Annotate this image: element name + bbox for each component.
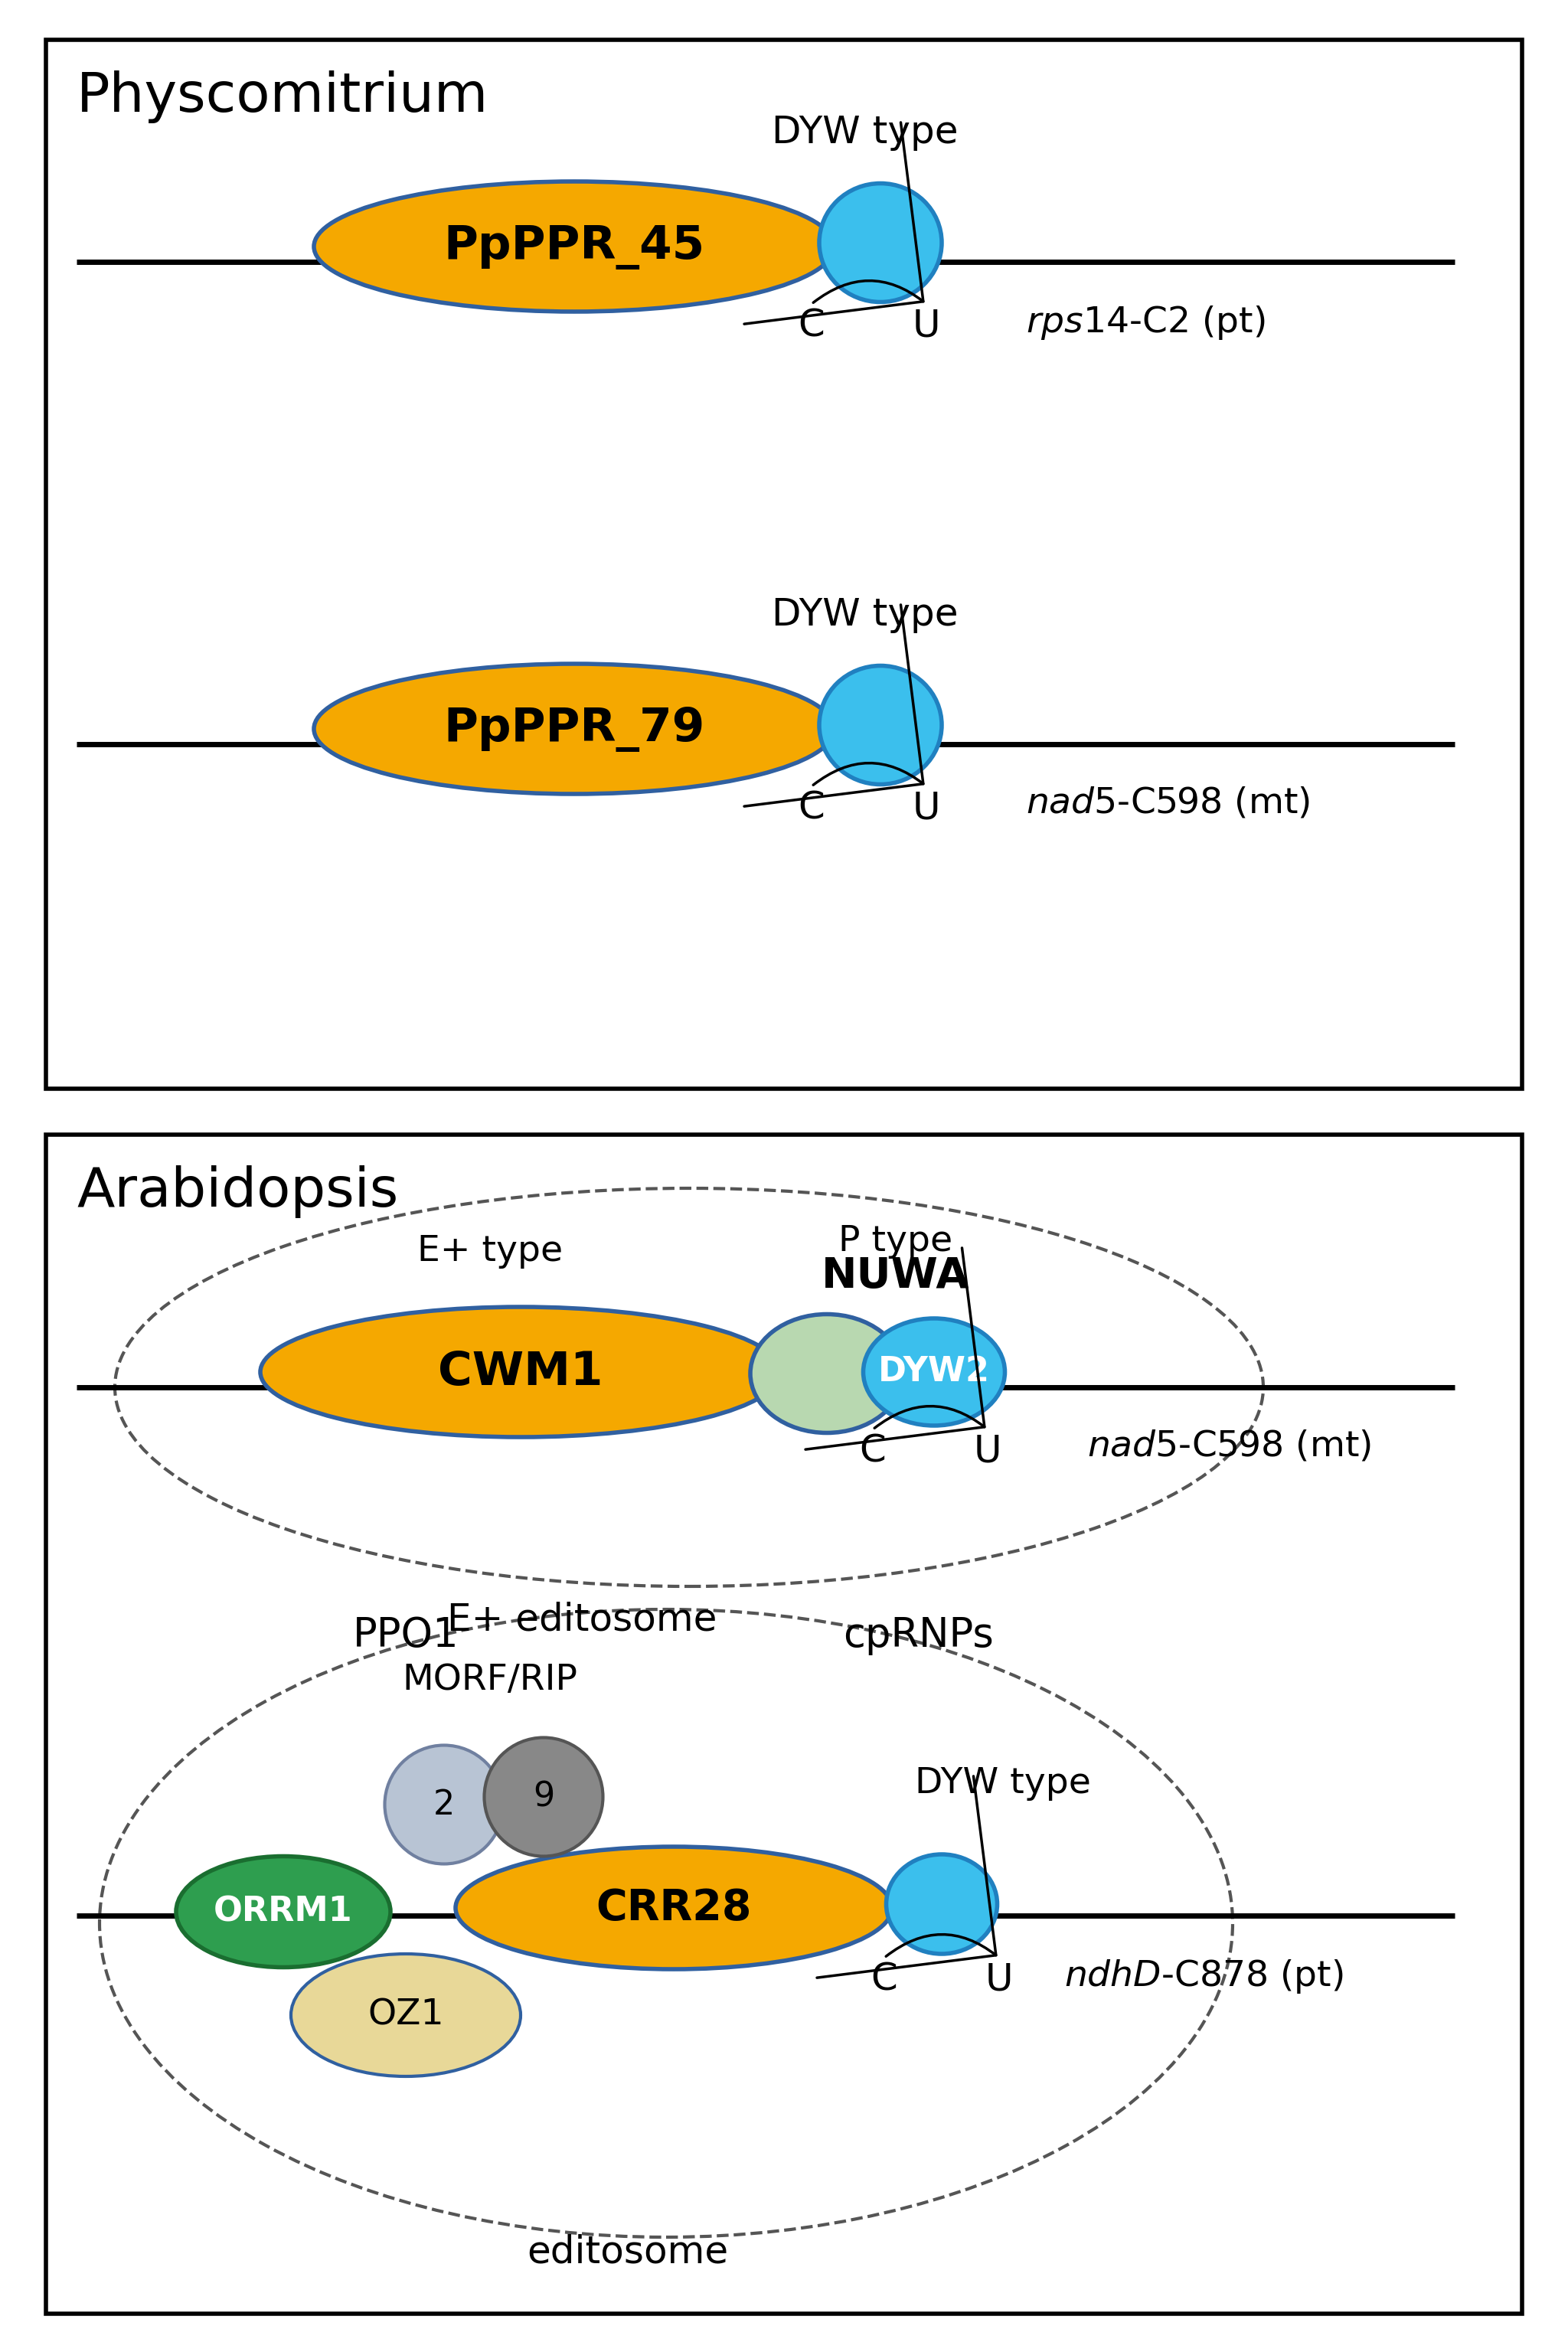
Ellipse shape bbox=[384, 1745, 503, 1863]
Ellipse shape bbox=[456, 1846, 892, 1969]
Text: DYW2: DYW2 bbox=[878, 1355, 989, 1388]
Text: P type: P type bbox=[839, 1225, 953, 1258]
Text: C: C bbox=[798, 308, 825, 343]
Text: PpPPR_79: PpPPR_79 bbox=[444, 706, 706, 750]
Bar bbox=[45, 40, 1523, 1089]
Ellipse shape bbox=[818, 183, 942, 301]
Bar bbox=[45, 1134, 1523, 2314]
Text: 2: 2 bbox=[433, 1788, 455, 1820]
Text: C: C bbox=[798, 790, 825, 828]
Ellipse shape bbox=[485, 1738, 604, 1856]
Ellipse shape bbox=[260, 1308, 781, 1437]
Text: DYW type: DYW type bbox=[916, 1766, 1091, 1802]
Text: U: U bbox=[974, 1432, 1002, 1470]
Text: U: U bbox=[913, 308, 941, 343]
Text: editosome: editosome bbox=[527, 2234, 729, 2270]
Ellipse shape bbox=[314, 663, 834, 795]
Text: $\it{ndhD}$-C878 (pt): $\it{ndhD}$-C878 (pt) bbox=[1065, 1957, 1344, 1994]
Ellipse shape bbox=[818, 666, 942, 783]
Ellipse shape bbox=[864, 1319, 1005, 1425]
Text: PpPPR_45: PpPPR_45 bbox=[444, 223, 704, 268]
Text: $\it{rps14}$-C2 (pt): $\it{rps14}$-C2 (pt) bbox=[1025, 303, 1265, 341]
Text: MORF/RIP: MORF/RIP bbox=[403, 1663, 577, 1698]
Text: cpRNPs: cpRNPs bbox=[844, 1616, 994, 1656]
Ellipse shape bbox=[176, 1856, 390, 1966]
Text: U: U bbox=[985, 1962, 1013, 1999]
Text: CWM1: CWM1 bbox=[437, 1350, 604, 1395]
Text: E+ type: E+ type bbox=[417, 1235, 563, 1268]
Text: NUWA: NUWA bbox=[822, 1256, 969, 1296]
Text: DYW type: DYW type bbox=[771, 115, 958, 151]
Text: DYW type: DYW type bbox=[771, 597, 958, 633]
Text: PPO1: PPO1 bbox=[353, 1616, 459, 1656]
Text: 9: 9 bbox=[533, 1780, 555, 1813]
Ellipse shape bbox=[886, 1853, 997, 1955]
Text: $\it{nad5}$-C598 (mt): $\it{nad5}$-C598 (mt) bbox=[1087, 1430, 1370, 1463]
Text: U: U bbox=[913, 790, 941, 828]
Text: C: C bbox=[870, 1962, 897, 1999]
Text: ORRM1: ORRM1 bbox=[213, 1896, 353, 1929]
Ellipse shape bbox=[751, 1315, 903, 1432]
Text: Arabidopsis: Arabidopsis bbox=[77, 1164, 398, 1218]
Text: CRR28: CRR28 bbox=[596, 1886, 751, 1929]
Text: OZ1: OZ1 bbox=[367, 1997, 444, 2032]
Ellipse shape bbox=[314, 181, 834, 310]
Text: $\it{nad5}$-C598 (mt): $\it{nad5}$-C598 (mt) bbox=[1025, 786, 1309, 821]
Text: E+ editosome: E+ editosome bbox=[447, 1602, 717, 1639]
Text: Physcomitrium: Physcomitrium bbox=[77, 71, 489, 122]
Ellipse shape bbox=[292, 1955, 521, 2077]
Text: C: C bbox=[859, 1432, 886, 1470]
